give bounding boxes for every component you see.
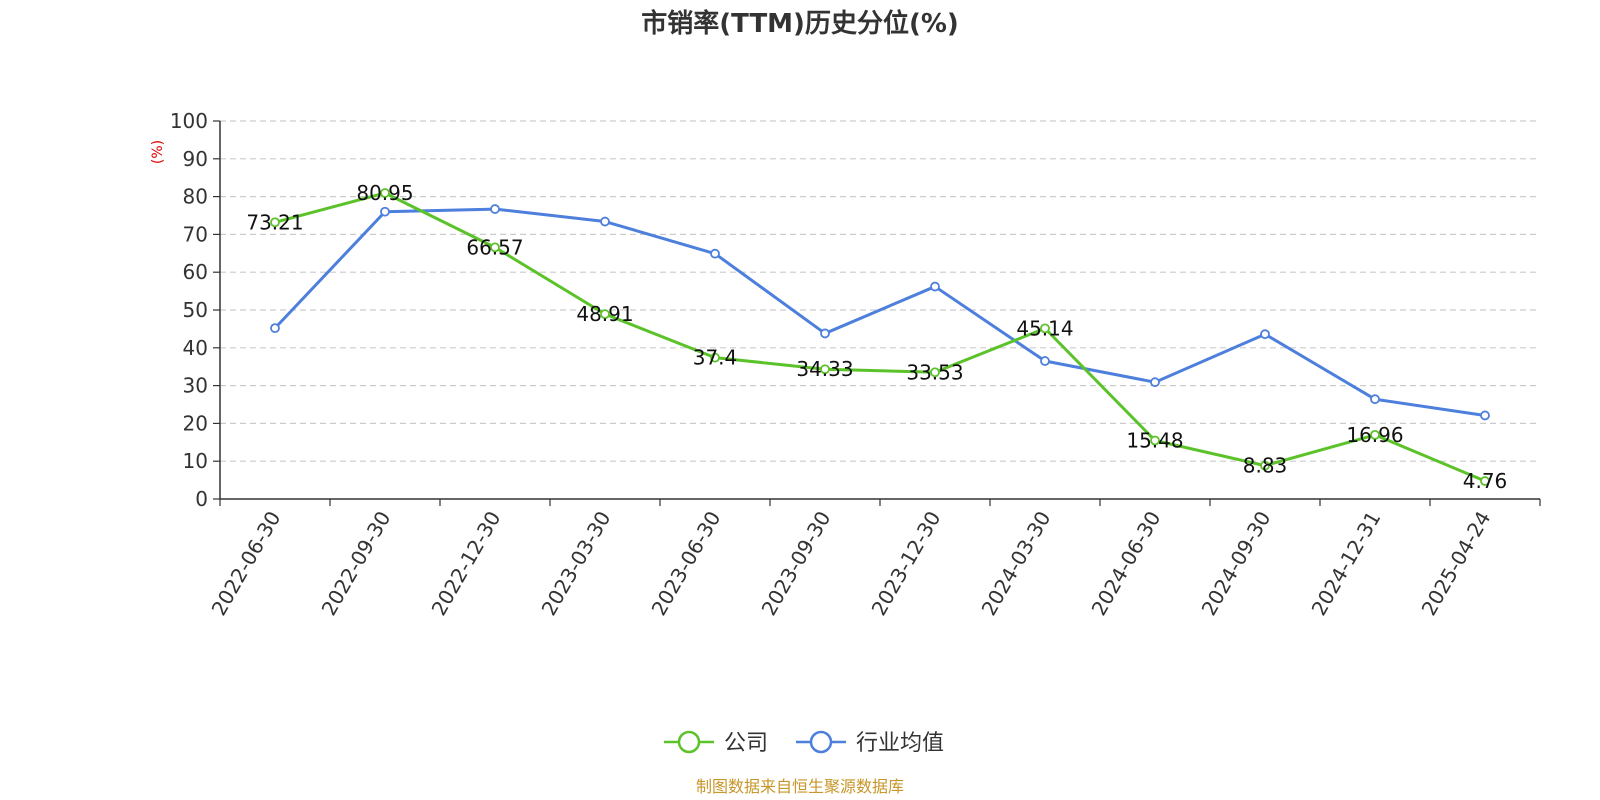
data-point[interactable] xyxy=(1260,460,1270,471)
y-tick-label: 60 xyxy=(183,260,208,284)
data-point[interactable] xyxy=(1370,394,1380,405)
data-point[interactable] xyxy=(1480,476,1490,486)
data-label: 73.21 xyxy=(246,210,303,234)
series-line xyxy=(273,207,1486,417)
y-tick-label: 90 xyxy=(183,147,208,171)
x-tick-label: 2023-09-30 xyxy=(756,507,835,620)
data-point[interactable] xyxy=(1260,329,1270,340)
y-tick-label: 40 xyxy=(183,336,208,360)
data-point[interactable] xyxy=(490,242,500,253)
data-label: 15.48 xyxy=(1126,428,1183,452)
y-tick-label: 70 xyxy=(183,222,208,246)
data-label: 45.14 xyxy=(1016,316,1073,340)
data-point[interactable] xyxy=(270,323,280,334)
y-tick-label: 50 xyxy=(183,298,208,322)
y-tick-label: 0 xyxy=(195,487,208,511)
legend-item-industry-average[interactable]: 行业均值 xyxy=(796,730,944,756)
data-point[interactable] xyxy=(1040,356,1050,366)
data-label: 34.33 xyxy=(796,357,853,381)
series-company xyxy=(270,188,1490,486)
x-tick-labels: 2022-06-30 2022-09-30 2022-12-30 2023-03-30… xyxy=(206,507,1495,620)
x-tick-label: 2024-09-30 xyxy=(1196,507,1275,620)
data-point[interactable] xyxy=(1480,410,1490,421)
axes xyxy=(213,120,1541,506)
data-point[interactable] xyxy=(930,367,940,378)
legend-marker xyxy=(809,730,833,754)
x-tick-label: 2022-12-30 xyxy=(426,507,505,620)
x-tick-label: 2024-06-30 xyxy=(1086,507,1165,620)
chart-title: 市销率(TTM)历史分位(%) xyxy=(641,8,959,39)
series-industry-average xyxy=(270,204,1490,421)
data-point[interactable] xyxy=(1150,377,1160,388)
data-point[interactable] xyxy=(1040,323,1050,334)
y-axis-label: (%) xyxy=(150,140,166,164)
data-label: 4.76 xyxy=(1463,469,1508,493)
data-point[interactable] xyxy=(930,281,940,292)
legend-marker xyxy=(677,730,701,754)
data-label: 33.53 xyxy=(906,360,963,384)
series-line xyxy=(274,191,1486,483)
data-point[interactable] xyxy=(710,248,720,259)
data-point[interactable] xyxy=(820,364,830,375)
x-tick-label: 2024-12-31 xyxy=(1306,507,1385,620)
data-point[interactable] xyxy=(820,328,830,339)
data-point[interactable] xyxy=(600,309,610,320)
y-tick-label: 10 xyxy=(183,449,208,473)
x-tick-label: 2023-03-30 xyxy=(536,507,615,620)
data-label: 16.96 xyxy=(1346,423,1403,447)
legend[interactable]: 公司 行业均值 xyxy=(664,730,944,756)
data-label: 37.4 xyxy=(693,346,738,370)
source-note: 制图数据来自恒生聚源数据库 xyxy=(696,777,904,796)
data-label: 80.95 xyxy=(356,181,413,205)
x-tick-label: 2022-06-30 xyxy=(206,507,285,620)
data-point[interactable] xyxy=(600,216,610,227)
data-point[interactable] xyxy=(270,217,280,228)
x-tick-label: 2022-09-30 xyxy=(316,507,395,620)
data-point[interactable] xyxy=(1370,429,1380,440)
data-point[interactable] xyxy=(380,206,390,217)
data-point[interactable] xyxy=(710,352,720,363)
legend-item-company[interactable]: 公司 xyxy=(664,730,768,756)
y-tick-labels: 0 10 20 30 40 50 60 70 80 90 100 xyxy=(170,109,208,511)
y-tick-label: 20 xyxy=(183,411,208,435)
data-label: 48.91 xyxy=(576,302,633,326)
data-label: 66.57 xyxy=(466,235,523,259)
x-tick-label: 2025-04-24 xyxy=(1416,507,1495,620)
data-point[interactable] xyxy=(490,204,500,214)
grid-lines xyxy=(220,120,1540,462)
data-point[interactable] xyxy=(380,188,390,198)
x-tick-label: 2024-03-30 xyxy=(976,507,1055,620)
series-layer: 73.21 80.95 66.57 48.91 37.4 34.33 33.53 45.14 1… xyxy=(246,181,1507,493)
legend-label: 行业均值 xyxy=(856,731,944,756)
legend-label: 公司 xyxy=(724,731,768,756)
data-labels: 73.21 80.95 66.57 48.91 37.4 34.33 33.53 45.14 1… xyxy=(246,181,1507,493)
data-point[interactable] xyxy=(1150,435,1160,446)
y-tick-label: 80 xyxy=(183,185,208,209)
y-tick-label: 30 xyxy=(183,374,208,398)
data-label: 8.83 xyxy=(1243,454,1288,478)
x-tick-label: 2023-06-30 xyxy=(646,507,725,620)
y-tick-label: 100 xyxy=(170,109,208,133)
x-tick-label: 2023-12-30 xyxy=(866,507,945,620)
